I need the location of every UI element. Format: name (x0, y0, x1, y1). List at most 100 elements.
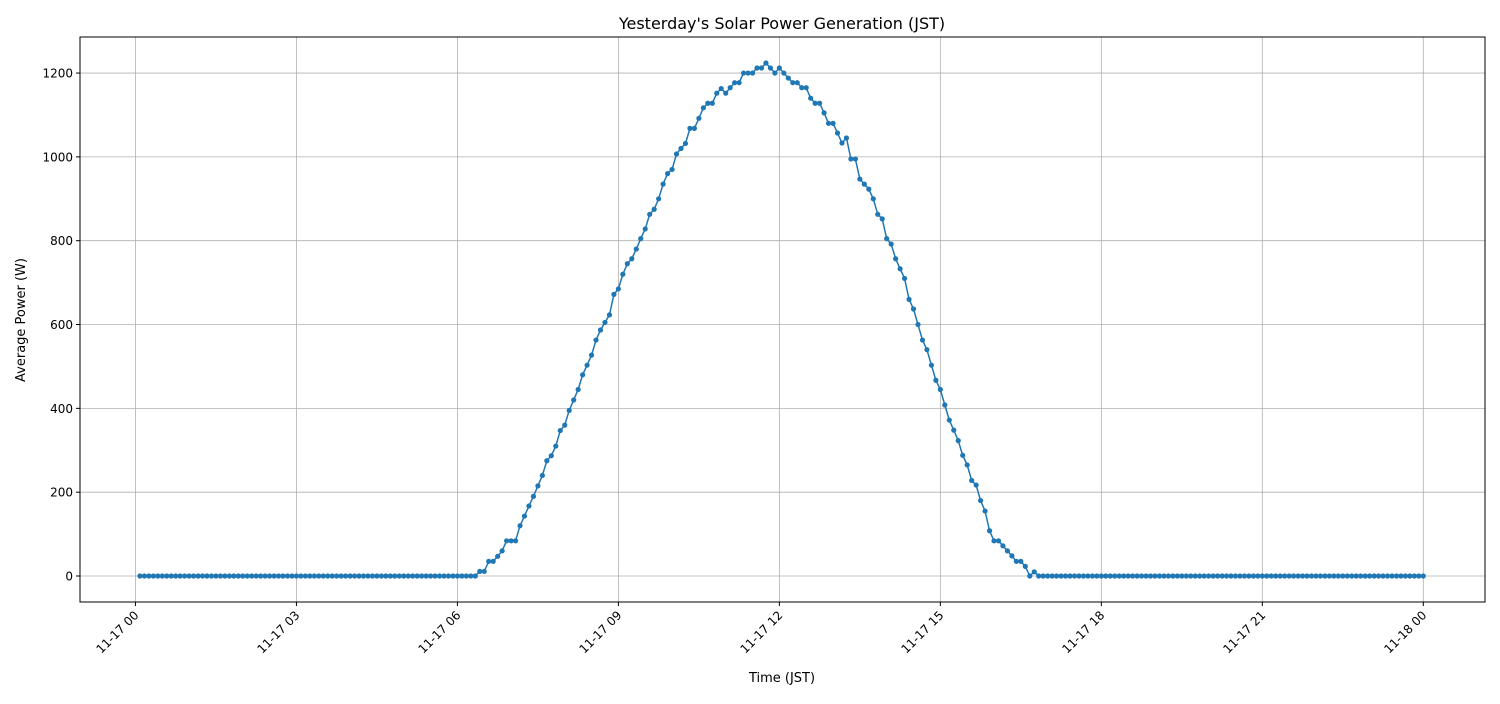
data-point (459, 573, 465, 579)
x-tick-label: 11-17 15 (898, 608, 946, 656)
data-point (414, 573, 420, 579)
data-point (580, 372, 586, 378)
y-axis: 0 200 400 600 800 1000 1200 (42, 67, 80, 584)
data-point (1134, 573, 1140, 579)
y-tick-label: 200 (50, 486, 73, 500)
data-point (794, 80, 800, 86)
data-point (951, 427, 957, 433)
data-point (1291, 573, 1297, 579)
x-axis: 11-17 00 11-17 03 11-17 06 11-17 09 11-17 12… (94, 602, 1429, 656)
data-point (1246, 573, 1252, 579)
data-point (1295, 573, 1301, 579)
data-point (1219, 573, 1225, 579)
data-point (1250, 573, 1256, 579)
data-point (1018, 558, 1024, 564)
data-point (995, 538, 1002, 544)
data-point (365, 573, 371, 579)
data-point (879, 216, 885, 222)
data-point (901, 275, 908, 282)
data-point (1179, 573, 1185, 579)
series-line (137, 60, 1426, 579)
data-point (1040, 573, 1046, 579)
data-point (1094, 573, 1100, 579)
data-point (740, 70, 747, 76)
data-point (924, 347, 930, 353)
data-point (906, 296, 912, 302)
y-tick-label: 800 (50, 234, 73, 248)
data-point (1107, 573, 1113, 579)
y-tick-label: 1200 (42, 67, 73, 81)
data-point (1411, 573, 1417, 579)
data-point (1031, 569, 1037, 575)
data-point (821, 110, 827, 116)
data-point (763, 60, 769, 66)
data-point (870, 196, 876, 202)
x-tick-label: 11-18 00 (1381, 608, 1429, 656)
data-point (213, 573, 219, 579)
data-point (799, 85, 805, 91)
data-point (1375, 573, 1382, 579)
data-point (1313, 573, 1319, 579)
data-point (767, 65, 774, 71)
data-point (642, 226, 648, 232)
data-point (624, 261, 630, 267)
data-point (615, 286, 621, 292)
data-point (356, 573, 362, 579)
data-point (427, 573, 434, 579)
y-axis-label: Average Power (W) (14, 258, 29, 382)
data-point (280, 573, 286, 579)
data-point (1384, 573, 1391, 579)
data-point (1143, 573, 1149, 579)
x-axis-label: Time (JST) (748, 671, 815, 686)
data-point (1116, 573, 1122, 579)
data-point (1232, 573, 1239, 579)
data-point (1085, 573, 1091, 579)
data-point (915, 321, 921, 328)
data-point (1188, 573, 1194, 579)
data-point (910, 306, 917, 312)
x-tick-label: 11-17 00 (94, 608, 142, 656)
data-point (405, 573, 411, 579)
data-point (848, 156, 854, 162)
data-point (258, 573, 264, 579)
data-point (977, 497, 984, 504)
data-point (629, 256, 635, 262)
data-point (843, 135, 850, 141)
data-point (199, 573, 206, 579)
data-point (933, 377, 939, 383)
data-point (1036, 573, 1042, 579)
data-point (1071, 573, 1078, 579)
x-tick-label: 11-17 21 (1220, 608, 1268, 656)
data-point (517, 523, 523, 529)
data-point (334, 573, 340, 579)
data-point (168, 573, 174, 579)
data-point (137, 573, 143, 579)
data-point (602, 319, 608, 326)
data-point (633, 246, 639, 252)
data-point (1362, 573, 1368, 579)
data-point (173, 573, 179, 579)
data-point (338, 573, 344, 579)
data-point (1022, 563, 1028, 569)
data-point (597, 327, 604, 333)
data-point (1228, 573, 1234, 579)
data-point (673, 151, 680, 157)
data-point (1201, 573, 1207, 579)
data-point (709, 100, 715, 106)
data-point (1299, 573, 1306, 579)
data-point (875, 211, 881, 217)
data-point (208, 573, 215, 579)
x-tick-label: 11-17 09 (576, 608, 624, 656)
data-point (1241, 573, 1248, 579)
data-point (526, 503, 532, 509)
data-point (410, 573, 416, 579)
data-point (678, 145, 684, 152)
data-point (790, 80, 796, 86)
data-point (1121, 573, 1127, 579)
data-point (973, 482, 979, 488)
data-point (235, 573, 241, 579)
data-point (584, 362, 590, 368)
data-point (450, 573, 456, 579)
data-point (253, 573, 259, 579)
data-point (969, 477, 975, 484)
